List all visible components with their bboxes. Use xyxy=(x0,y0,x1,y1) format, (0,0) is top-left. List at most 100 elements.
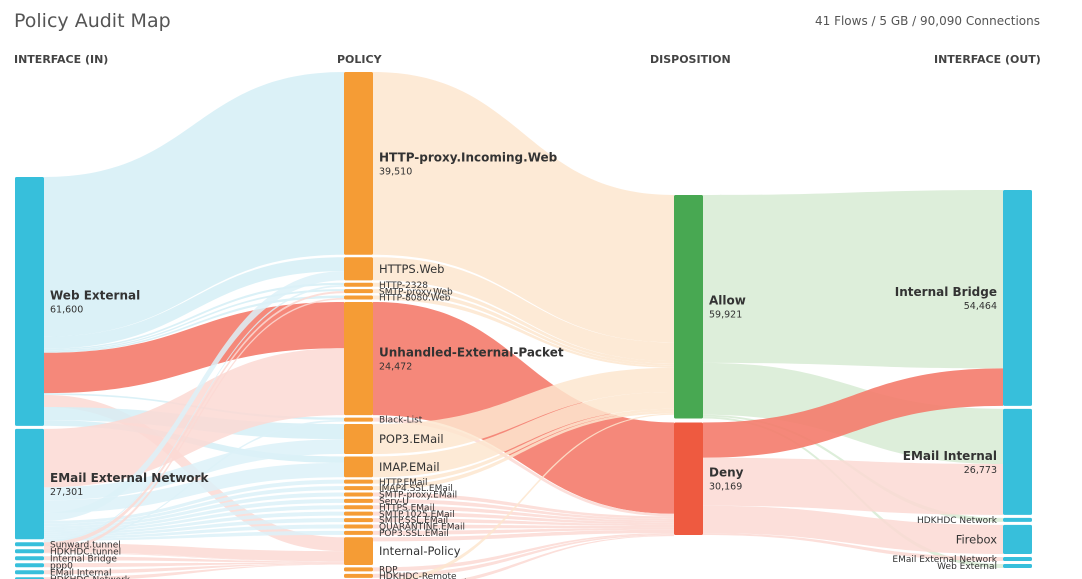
label-smtp-1025-email: SMTP.1025.EMail xyxy=(379,510,455,520)
link-deny-to-email-external-network-out[interactable] xyxy=(703,533,1003,562)
link-smtp-1025-email-to-deny[interactable] xyxy=(373,511,674,525)
label-web-external: Web External xyxy=(50,288,140,302)
label-ppp0: ppp0 xyxy=(50,561,73,571)
node-smtp-proxy-web[interactable] xyxy=(344,289,373,294)
link-http-email-to-allow[interactable] xyxy=(373,408,674,484)
link-smtp-proxy-email-to-deny[interactable] xyxy=(373,492,674,519)
link-deny-to-internal-bridge-out[interactable] xyxy=(703,368,1003,458)
link-pop3-ssl-email-to-deny[interactable] xyxy=(373,527,674,535)
column-header-policy: POLICY xyxy=(337,53,382,66)
link-hdkhdc-network-in-to-internal-policy[interactable] xyxy=(44,564,344,579)
link-imap4-ssl-email-to-allow[interactable] xyxy=(373,411,674,491)
node-smtp-proxy-email[interactable] xyxy=(344,492,373,497)
link-email-external-network-in-to-internal-policy[interactable] xyxy=(44,543,344,562)
node-imap-email[interactable] xyxy=(344,456,373,478)
node-firebox[interactable] xyxy=(1003,524,1032,555)
link-smtp-ssl-email-to-deny[interactable] xyxy=(373,518,674,527)
link-email-external-network-in-to-https-email[interactable] xyxy=(44,505,344,533)
node-deny[interactable] xyxy=(674,422,703,535)
node-smtp-1025-email[interactable] xyxy=(344,511,373,516)
node-email-external-network-out[interactable] xyxy=(1003,557,1032,562)
node-web-external[interactable] xyxy=(15,177,44,426)
link-email-external-network-in-to-imap-email[interactable] xyxy=(44,462,344,513)
link-email-internal-in-to-internal-policy[interactable] xyxy=(44,563,344,575)
node-internal-policy[interactable] xyxy=(344,537,373,566)
link-https-email-to-deny[interactable] xyxy=(373,505,674,523)
link-quarantine-email-to-deny[interactable] xyxy=(373,524,674,529)
node-ppp0[interactable] xyxy=(15,563,44,568)
node-rdp[interactable] xyxy=(344,567,373,572)
label-https-email: HTTPS.EMail xyxy=(379,503,435,513)
link-deny-to-email-internal-out[interactable] xyxy=(703,457,1003,515)
label-smtp-proxy-email: SMTP-proxy.EMail xyxy=(379,491,457,501)
link-unhandled-internal-packet-to-deny[interactable] xyxy=(373,535,674,579)
node-web-external-out[interactable] xyxy=(1003,564,1032,569)
link-email-external-network-in-to-http-email[interactable] xyxy=(44,479,344,524)
label-pop3-ssl-email: POP3.SSL.EMail xyxy=(379,529,449,539)
link-sunward-tunnel-to-smtp-proxy-web[interactable] xyxy=(44,291,344,547)
node-http-email[interactable] xyxy=(344,479,373,484)
node-http-2328[interactable] xyxy=(344,282,373,287)
labels-layer: Web External 61,600 EMail External Network… xyxy=(50,150,998,579)
link-rdp-to-deny[interactable] xyxy=(373,533,674,572)
link-web-external-to-smtp-proxy-web[interactable] xyxy=(44,289,344,352)
label-email-internal-in: EMail Internal xyxy=(50,568,112,578)
link-email-external-network-in-to-black-list[interactable] xyxy=(44,419,344,544)
link-ppp0-to-internal-policy[interactable] xyxy=(44,562,344,568)
link-imap-email-to-allow[interactable] xyxy=(373,391,674,478)
node-internal-bridge-out[interactable] xyxy=(1003,190,1032,406)
link-email-external-network-in-to-smtp-proxy-email[interactable] xyxy=(44,492,344,529)
link-deny-to-firebox[interactable] xyxy=(703,505,1003,555)
link-black-list-to-deny[interactable] xyxy=(373,417,674,517)
node-pop3-email[interactable] xyxy=(344,423,373,455)
link-smtp-proxy-web-to-allow[interactable] xyxy=(373,289,674,366)
link-email-external-network-in-to-imap4-ssl-email[interactable] xyxy=(44,486,344,527)
flow-summary: 41 Flows / 5 GB / 90,090 Connections xyxy=(814,14,1040,28)
node-quarantine-email[interactable] xyxy=(344,524,373,529)
link-email-external-network-in-to-https-web[interactable] xyxy=(44,271,344,521)
node-http-proxy-incoming-web[interactable] xyxy=(344,72,373,255)
link-web-external-to-http-proxy-incoming-web[interactable] xyxy=(44,72,344,337)
link-hdkhdc-tunnel-to-internal-policy[interactable] xyxy=(44,552,344,562)
node-pop3-ssl-email[interactable] xyxy=(344,530,373,535)
node-hdkhdc-network-out[interactable] xyxy=(1003,517,1032,522)
node-smtp-ssl-email[interactable] xyxy=(344,518,373,523)
node-hdkhdc-remote[interactable] xyxy=(344,573,373,578)
node-http-8080-web[interactable] xyxy=(344,295,373,300)
link-email-external-network-in-to-pop3-ssl-email[interactable] xyxy=(44,530,344,541)
node-allow[interactable] xyxy=(674,195,703,419)
node-black-list[interactable] xyxy=(344,417,373,422)
node-hdkhdc-tunnel[interactable] xyxy=(15,549,44,554)
node-internal-bridge-in[interactable] xyxy=(15,556,44,561)
node-email-internal-in[interactable] xyxy=(15,570,44,575)
label-hdkhdc-network-out: HDKHDC Network xyxy=(917,516,998,526)
node-sunward-tunnel[interactable] xyxy=(15,542,44,547)
link-web-external-to-https-web[interactable] xyxy=(44,257,344,349)
link-email-external-network-in-to-smtp-ssl-email[interactable] xyxy=(44,518,344,537)
link-internal-bridge-in-to-internal-policy[interactable] xyxy=(44,556,344,563)
link-email-external-network-in-to-pop3-email[interactable] xyxy=(44,439,344,501)
link-email-external-network-in-to-http-2328[interactable] xyxy=(44,285,344,542)
link-email-external-network-in-to-serv-u[interactable] xyxy=(44,498,344,531)
link-hdkhdc-tunnel-to-http-8080-web[interactable] xyxy=(44,297,344,553)
link-web-external-to-http-8080-web[interactable] xyxy=(44,295,344,353)
link-web-external-to-http-2328[interactable] xyxy=(44,282,344,351)
node-email-external-network-in[interactable] xyxy=(15,428,44,540)
node-serv-u[interactable] xyxy=(344,498,373,503)
link-internal-policy-to-deny[interactable] xyxy=(373,529,674,542)
node-https-email[interactable] xyxy=(344,505,373,510)
link-http-8080-web-to-allow[interactable] xyxy=(373,295,674,368)
node-unhandled-external-packet[interactable] xyxy=(344,301,373,416)
node-imap4-ssl-email[interactable] xyxy=(344,486,373,491)
link-https-web-to-allow[interactable] xyxy=(373,257,674,362)
link-allow-to-internal-bridge-out[interactable] xyxy=(703,190,1003,369)
node-https-web[interactable] xyxy=(344,257,373,281)
link-serv-u-to-deny[interactable] xyxy=(373,498,674,521)
link-http-proxy-incoming-web-to-allow[interactable] xyxy=(373,72,674,343)
link-hdkhdc-remote-to-deny[interactable] xyxy=(373,534,674,578)
link-email-external-network-in-to-smtp-1025-email[interactable] xyxy=(44,511,344,535)
link-http-2328-to-allow[interactable] xyxy=(373,282,674,364)
link-pop3-email-to-allow[interactable] xyxy=(373,367,674,455)
node-email-internal-out[interactable] xyxy=(1003,408,1032,515)
link-email-external-network-in-to-quarantine-email[interactable] xyxy=(44,524,344,539)
